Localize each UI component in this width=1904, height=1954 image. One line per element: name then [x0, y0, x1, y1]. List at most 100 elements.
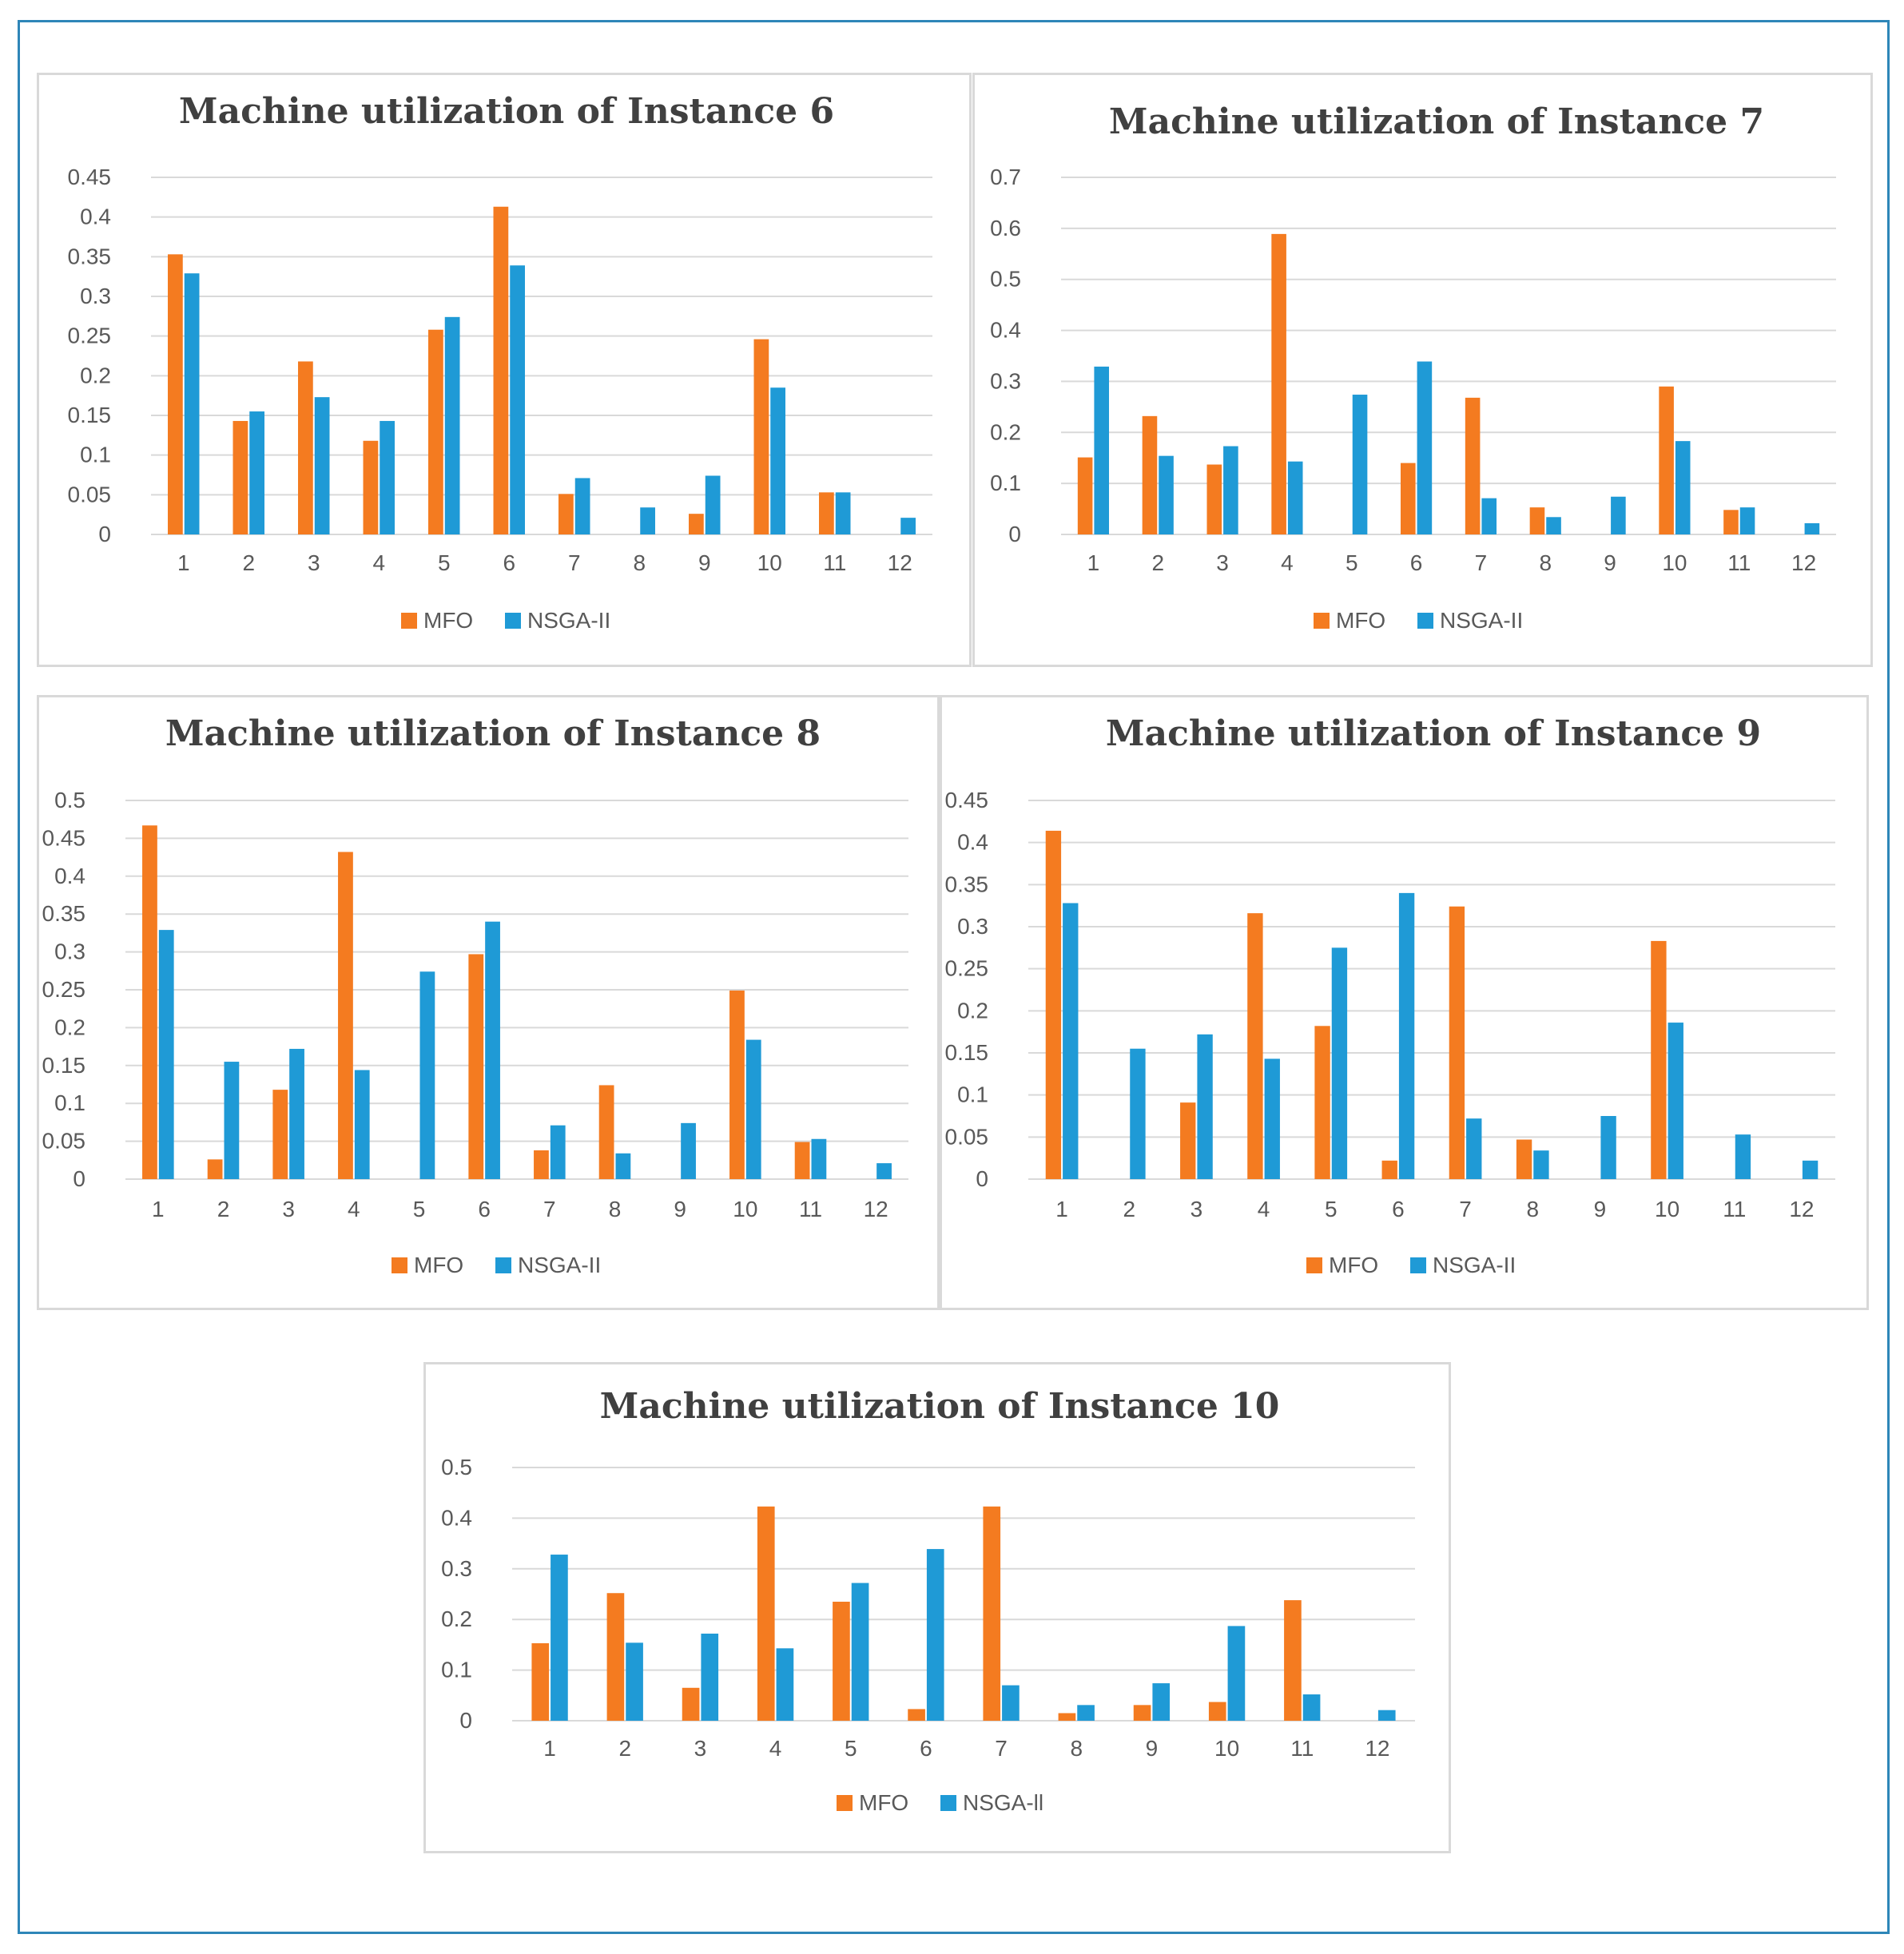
- y-tick-label: 0.3: [957, 914, 988, 939]
- y-tick-label: 0.2: [441, 1606, 472, 1631]
- y-tick-label: 0.2: [80, 363, 111, 387]
- bar-nsga-1: [184, 273, 200, 534]
- chart-panel-instance-6: Machine utilization of Instance 6 0 0.05 0.…: [37, 73, 972, 667]
- bar-mfo-5: [1314, 1026, 1330, 1179]
- y-tick-label: 0.4: [441, 1505, 472, 1530]
- x-tick-label: 9: [674, 1197, 686, 1221]
- bar-mfo-11: [1284, 1600, 1302, 1721]
- bar-nsga-4: [776, 1648, 794, 1721]
- y-tick-label: 0.25: [945, 956, 989, 981]
- bar-nsga-2: [224, 1062, 240, 1179]
- bar-nsga-1: [551, 1555, 568, 1721]
- x-tick-label: 9: [1594, 1197, 1607, 1221]
- y-tick-label: 0.05: [42, 1129, 86, 1154]
- x-tick-label: 8: [609, 1197, 622, 1221]
- y-tick-label: 0.7: [990, 165, 1021, 189]
- bar-mfo-7: [558, 494, 574, 534]
- bar-mfo-6: [1400, 463, 1416, 534]
- legend-label-nsga: NSGA-II: [518, 1253, 601, 1277]
- bar-mfo-4: [338, 852, 353, 1179]
- chart-title: Machine utilization of Instance 8: [165, 713, 821, 754]
- bar-nsga-11: [811, 1138, 827, 1179]
- x-tick-label: 7: [1475, 550, 1488, 575]
- chart-panel-instance-7: Machine utilization of Instance 7 0 0.1 0.2…: [972, 73, 1873, 667]
- bar-nsga-1: [1063, 903, 1079, 1179]
- x-tick-label: 4: [769, 1736, 782, 1761]
- legend-label-nsga: NSGA-II: [1440, 608, 1523, 633]
- y-tick-label: 0.15: [945, 1040, 989, 1065]
- y-tick-label: 0.5: [441, 1455, 472, 1479]
- bar-mfo-10: [1659, 386, 1674, 534]
- y-tick-label: 0.45: [42, 825, 86, 850]
- bar-nsga-7: [1481, 498, 1497, 534]
- x-tick-label: 1: [177, 550, 190, 575]
- bar-nsga-6: [1417, 361, 1433, 534]
- bar-nsga-5: [1331, 947, 1348, 1179]
- legend-label-nsga: NSGA-II: [1433, 1253, 1516, 1277]
- bar-nsga-9: [1152, 1683, 1171, 1721]
- bar-nsga-8: [640, 507, 655, 534]
- y-tick-label: 0.4: [54, 864, 85, 888]
- bar-mfo-1: [1077, 457, 1093, 534]
- bar-mfo-6: [493, 206, 509, 534]
- bar-mfo-10: [729, 990, 745, 1179]
- y-tick-label: 0.05: [945, 1124, 989, 1149]
- y-tick-label: 0: [73, 1166, 85, 1191]
- bar-nsga-6: [510, 265, 525, 534]
- bar-nsga-8: [615, 1153, 631, 1179]
- bar-nsga-2: [1159, 455, 1174, 534]
- bar-mfo-6: [468, 954, 484, 1179]
- legend-label-mfo: MFO: [1336, 608, 1385, 633]
- y-tick-label: 0.1: [990, 471, 1021, 495]
- bar-nsga-7: [1002, 1685, 1020, 1721]
- legend-swatch-nsga: [1410, 1257, 1426, 1273]
- x-tick-label: 8: [1539, 550, 1552, 575]
- x-tick-label: 6: [920, 1736, 932, 1761]
- bar-mfo-4: [363, 440, 379, 534]
- x-tick-label: 4: [1281, 550, 1294, 575]
- x-tick-label: 11: [823, 550, 846, 575]
- y-tick-label: 0.25: [42, 977, 86, 1002]
- y-tick-label: 0.35: [945, 872, 989, 896]
- legend-label-nsga: NSGA-ll: [963, 1790, 1043, 1815]
- bar-nsga-1: [1094, 366, 1110, 534]
- x-tick-label: 1: [152, 1197, 165, 1221]
- bar-nsga-10: [770, 387, 785, 534]
- y-tick-label: 0.05: [68, 482, 112, 506]
- bar-mfo-4: [757, 1506, 775, 1721]
- x-tick-label: 7: [543, 1197, 556, 1221]
- y-tick-label: 0.1: [54, 1090, 85, 1115]
- bar-mfo-1: [531, 1642, 550, 1721]
- y-tick-label: 0: [976, 1166, 988, 1191]
- bar-nsga-9: [705, 475, 721, 534]
- bar-mfo-1: [142, 825, 157, 1179]
- bar-mfo-7: [1449, 906, 1465, 1179]
- legend-swatch-nsga: [495, 1257, 511, 1273]
- bar-nsga-7: [1466, 1118, 1482, 1179]
- bar-nsga-2: [249, 411, 264, 534]
- bar-mfo-8: [598, 1085, 614, 1179]
- chart-instance-8: Machine utilization of Instance 8 0 0.05 0.…: [42, 713, 908, 1277]
- chart-panel-instance-10: Machine utilization of Instance 10 0 0.1 0.…: [423, 1362, 1451, 1853]
- y-tick-label: 0.5: [990, 267, 1021, 292]
- x-tick-label: 3: [694, 1736, 707, 1761]
- x-tick-label: 7: [995, 1736, 1008, 1761]
- bar-mfo-7: [1465, 397, 1481, 534]
- bar-mfo-10: [1651, 940, 1667, 1179]
- y-tick-label: 0.1: [80, 443, 111, 467]
- y-tick-label: 0: [459, 1708, 472, 1733]
- legend-swatch-nsga: [940, 1795, 956, 1811]
- x-tick-label: 2: [618, 1736, 631, 1761]
- bar-nsga-12: [1802, 1160, 1819, 1179]
- bar-mfo-3: [272, 1090, 288, 1179]
- y-tick-label: 0.2: [957, 998, 988, 1023]
- bar-mfo-11: [794, 1142, 810, 1179]
- chart-title: Machine utilization of Instance 9: [1106, 713, 1761, 754]
- bar-nsga-8: [1546, 517, 1561, 534]
- legend-swatch-mfo: [1314, 613, 1330, 629]
- bar-nsga-5: [1352, 395, 1368, 534]
- bar-nsga-12: [876, 1163, 892, 1179]
- x-tick-label: 6: [1392, 1197, 1405, 1221]
- bar-nsga-3: [314, 397, 330, 534]
- bar-mfo-4: [1247, 913, 1263, 1179]
